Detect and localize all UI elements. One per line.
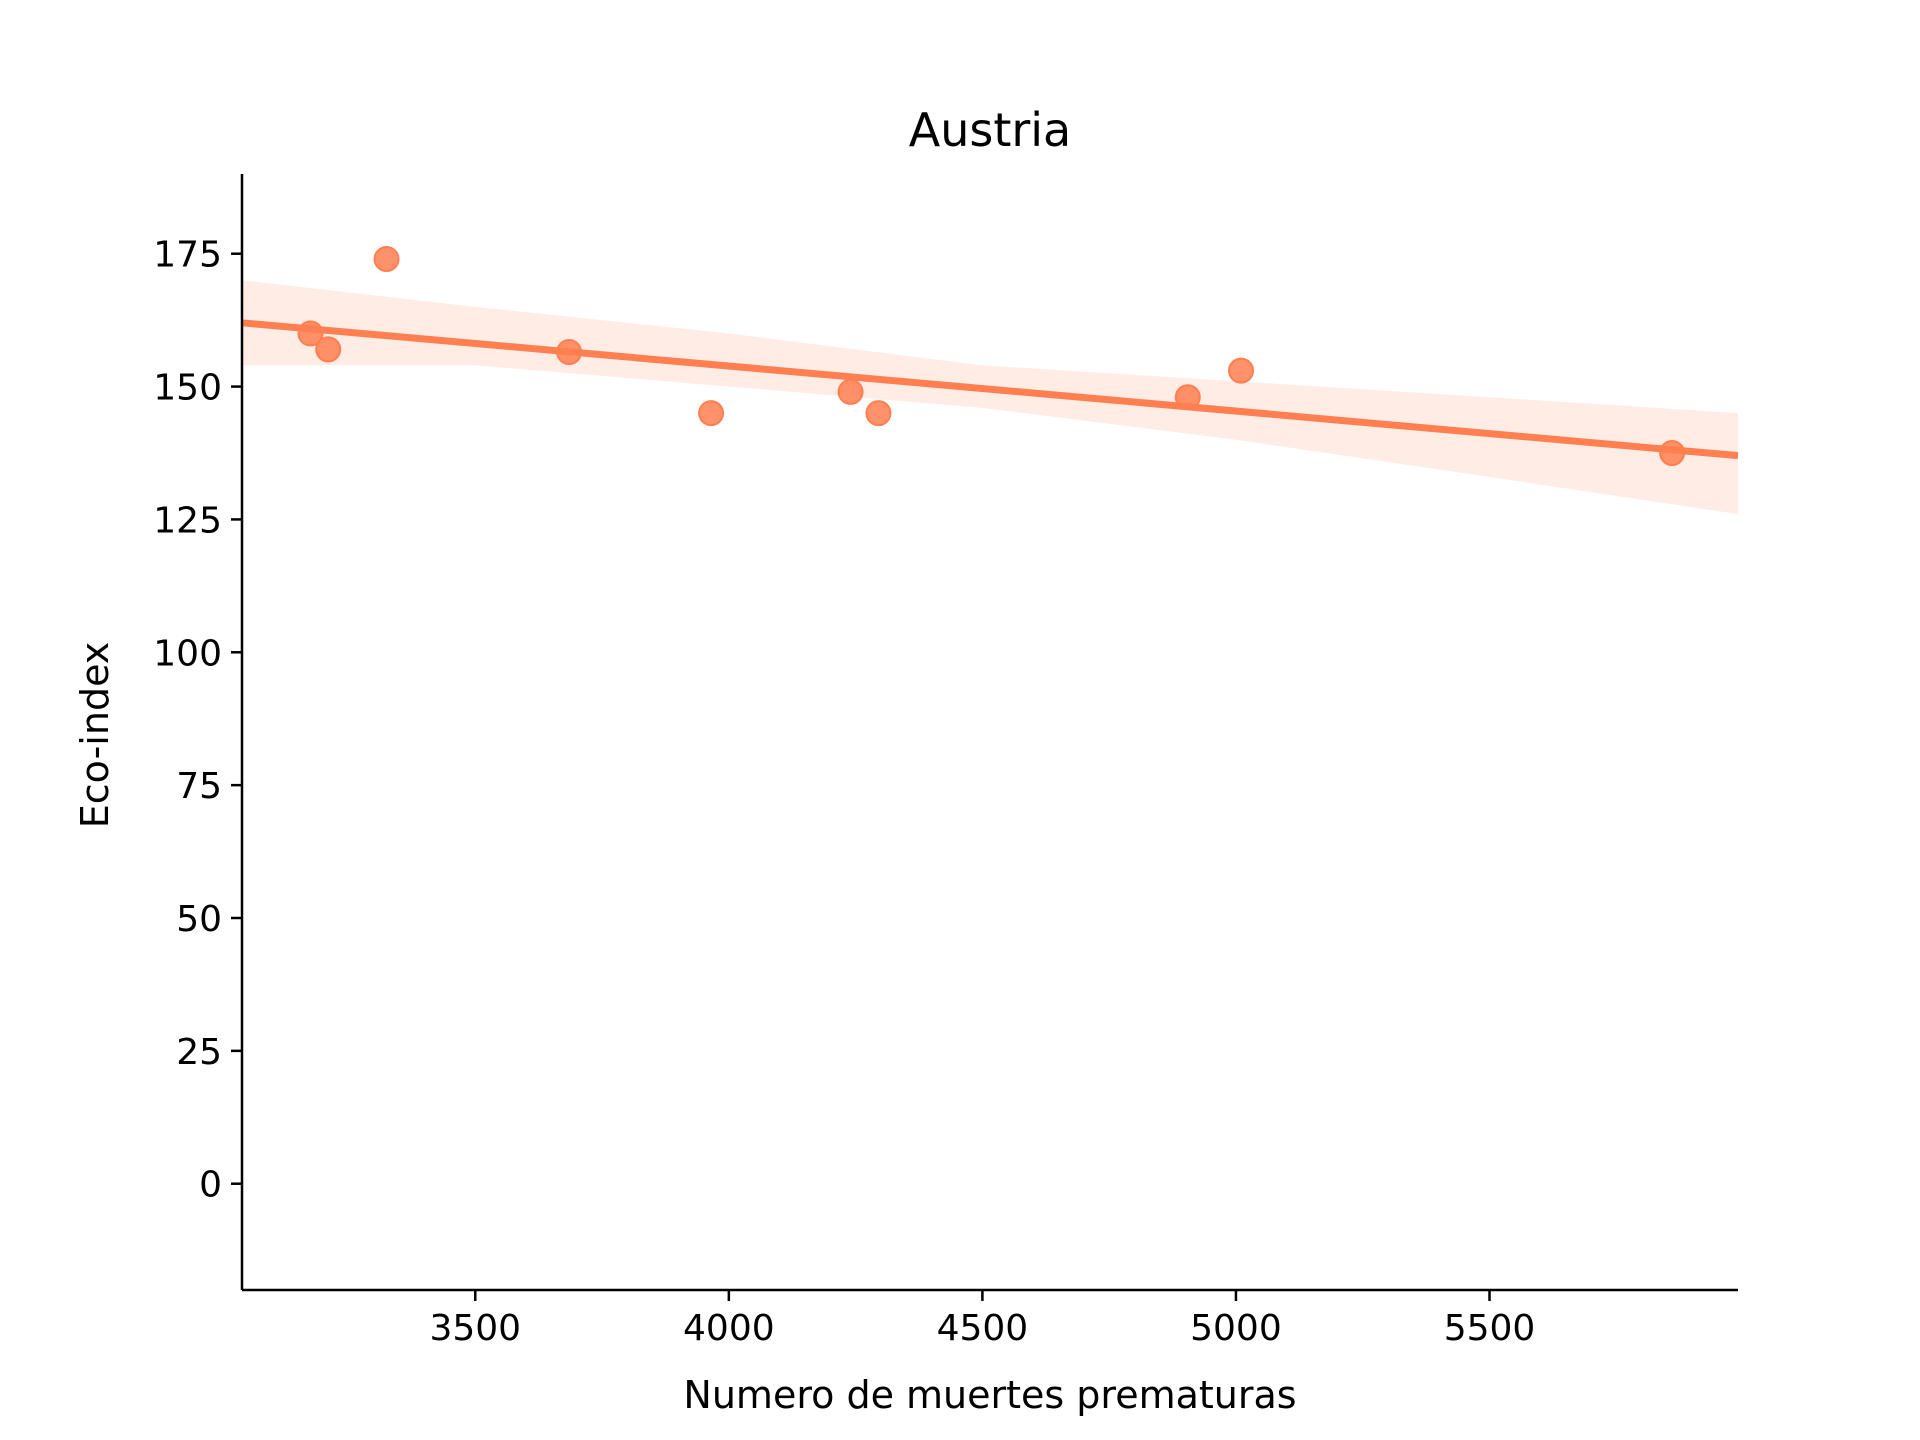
data-point-2 [315,336,342,363]
y-tick-label: 25 [176,1032,222,1073]
y-axis-ticks: 0 25 50 75 100 125 150 175 [153,235,242,1206]
chart-title: Austria [909,103,1072,157]
x-tick-label: 4000 [683,1308,775,1349]
y-tick-label: 175 [153,235,222,276]
y-tick-label: 125 [153,500,222,541]
x-tick-label: 3500 [429,1308,521,1349]
y-tick-label: 100 [153,633,222,674]
data-point-10 [1659,440,1686,466]
data-point-7 [865,400,892,427]
y-tick-label: 150 [153,368,222,409]
data-point-8 [1174,384,1201,411]
y-tick-label: 75 [176,766,222,807]
confidence-band [242,280,1738,515]
x-tick-label: 5500 [1444,1308,1536,1349]
data-point-3 [373,246,400,273]
confidence-band-layer [242,280,1738,515]
data-point-1 [297,320,324,347]
data-point-9 [1228,357,1255,384]
data-point-5 [698,400,725,427]
x-axis-ticks: 3500 4000 4500 5000 5500 [429,1290,1535,1349]
data-point-4 [556,339,583,366]
data-point-6 [837,378,864,405]
x-tick-label: 4500 [937,1308,1029,1349]
y-tick-label: 0 [199,1165,222,1206]
x-axis-title: Numero de muertes prematuras [683,1373,1296,1417]
regression-line-layer [241,319,1739,460]
regression-line [241,319,1739,460]
x-tick-label: 5000 [1190,1308,1282,1349]
data-points-layer [297,246,1686,466]
y-tick-label: 50 [176,899,222,940]
y-axis-title: Eco-index [73,642,117,829]
